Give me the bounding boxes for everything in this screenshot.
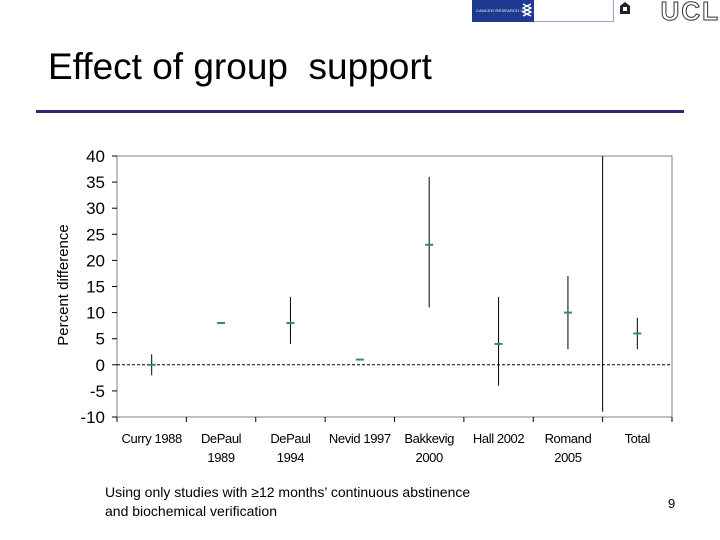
x-tick-label: Curry 1988: [122, 431, 182, 446]
x-tick-label-line: Hall 2002: [473, 431, 524, 446]
page-number: 9: [668, 496, 676, 511]
y-tick-label: 5: [96, 330, 105, 349]
title-underline: [36, 110, 684, 113]
chart-axes: -10 -5 0 5 10 15 20 25 30 35 40 Curry 1988 DePaul 198…: [80, 147, 673, 465]
slide-title: Effect of group support: [48, 46, 432, 87]
chart-marks: [147, 156, 642, 412]
x-tick-label-line: 2000: [416, 450, 443, 465]
x-tick-label: Bakkevig 2000: [404, 431, 454, 465]
x-tick-label-line: 1994: [277, 450, 304, 465]
cr-dna-mark-icon: [522, 3, 532, 17]
y-tick-label: 10: [86, 304, 105, 323]
y-tick-label: -10: [80, 408, 105, 427]
percent-difference-chart: Percent difference -10 -5 0 5 10 15 20 25 30 35 40…: [55, 147, 673, 465]
ucl-logo-frame: [534, 0, 614, 22]
ucl-logo: UCL: [660, 0, 720, 27]
y-tick-label: 25: [86, 225, 105, 244]
y-tick-label: 35: [86, 173, 105, 192]
x-tick-label: Romand 2005: [545, 431, 592, 465]
cancer-research-uk-logo: CANCER RESEARCH UK: [472, 0, 534, 22]
x-tick-label: DePaul 1994: [270, 431, 311, 465]
x-tick-label-line: Romand: [545, 431, 592, 446]
y-tick-label: 15: [86, 278, 105, 297]
y-axis-label: Percent difference: [55, 224, 72, 345]
x-tick-label: DePaul 1989: [201, 431, 242, 465]
ucl-crest-icon: [620, 2, 630, 14]
x-tick-label-line: Curry 1988: [122, 431, 182, 446]
y-tick-label: 0: [96, 356, 105, 375]
x-tick-label-line: Bakkevig: [404, 431, 454, 446]
y-tick-label: 20: [86, 251, 105, 270]
footnote-line-2: and biochemical verification: [105, 503, 277, 519]
x-tick-label-line: DePaul: [270, 431, 311, 446]
x-tick-label-line: Nevid 1997: [329, 431, 391, 446]
plot-frame: [116, 155, 673, 418]
cr-logo-text: CANCER RESEARCH UK: [476, 8, 527, 13]
x-tick-label-line: 1989: [207, 450, 234, 465]
footnote: Using only studies with ≥12 months’ cont…: [105, 483, 470, 521]
x-tick-label-line: Total: [625, 431, 651, 446]
y-tick-label: 40: [86, 147, 105, 166]
x-tick-label-line: DePaul: [201, 431, 242, 446]
y-tick-label: -5: [90, 382, 105, 401]
y-tick-label: 30: [86, 199, 105, 218]
footnote-line-1: Using only studies with ≥12 months’ cont…: [105, 484, 471, 500]
x-tick-label: Nevid 1997: [329, 431, 391, 446]
x-tick-label: Hall 2002: [473, 431, 524, 446]
header-logos: CANCER RESEARCH UK UCL: [472, 0, 720, 27]
x-tick-label-line: 2005: [554, 450, 581, 465]
x-tick-label: Total: [625, 431, 651, 446]
